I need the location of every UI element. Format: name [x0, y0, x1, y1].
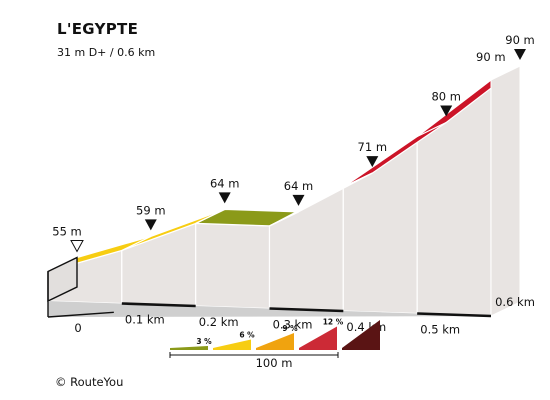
legend-label: 6 %	[239, 331, 255, 340]
legend-label: 9 %	[282, 324, 298, 333]
elevation-label: 90 m	[505, 33, 535, 47]
chart-title: L'EGYPTE	[57, 20, 139, 38]
elevation-marker	[440, 105, 453, 117]
side-panel	[268, 186, 344, 312]
elevation-label: 71 m	[358, 140, 388, 154]
elevation-label: 64 m	[210, 176, 240, 190]
distance-band	[417, 312, 492, 318]
elevation-label: 64 m	[284, 179, 314, 193]
x-axis-ticks: 00.1 km 0.2 km 0.3 km 0.4 km 0.5 km0.6 km	[74, 295, 535, 337]
profile-divider	[269, 211, 299, 227]
elevation-label: 90 m	[476, 50, 506, 64]
x-tick-label: 0	[74, 321, 81, 335]
end-cap	[490, 65, 521, 317]
legend-swatch	[213, 339, 251, 350]
x-tick-label: 0.2 km	[199, 315, 239, 329]
base-outline	[47, 311, 114, 318]
x-tick-label: 0.3 km	[273, 318, 313, 332]
scale-bar-label: 100 m	[256, 356, 293, 370]
elevation-marker	[218, 192, 231, 204]
legend-swatch	[256, 333, 294, 350]
chart-subtitle: 31 m D+ / 0.6 km	[57, 46, 156, 59]
profile-base	[47, 271, 492, 318]
profile-divider	[343, 172, 373, 188]
legend-swatch	[170, 346, 208, 350]
elevation-label: 55 m	[52, 225, 82, 239]
profile-divider	[121, 235, 152, 251]
legend-swatch	[342, 320, 380, 350]
copyright-text: © RouteYou	[55, 375, 124, 389]
grade-legend: 3 % 6 % 9 % 12 % 100 m	[169, 318, 380, 370]
x-tick-label: 0.6 km	[495, 295, 535, 309]
profile-divider	[416, 121, 447, 138]
elevation-label: 59 m	[136, 203, 166, 217]
elevation-marker	[292, 194, 305, 206]
x-tick-label: 0.1 km	[125, 313, 165, 327]
elevation-marker	[144, 219, 157, 231]
distance-band	[121, 302, 196, 308]
elevation-marker	[366, 156, 379, 168]
elevation-marker	[70, 240, 84, 253]
elevation-marker	[514, 49, 526, 60]
elevation-markers: 55 m 59 m 64 m 64 m 71 m 80 m 90 m 90 m	[52, 33, 535, 253]
profile-divider	[195, 208, 225, 224]
distance-band	[269, 307, 344, 313]
legend-swatch	[299, 326, 337, 350]
elevation-label: 80 m	[431, 90, 461, 104]
profile-faces	[47, 65, 521, 317]
side-panel	[195, 222, 271, 310]
x-tick-label: 0.5 km	[420, 323, 460, 337]
legend-label: 12 %	[323, 318, 344, 327]
legend-label: 3 %	[196, 337, 212, 346]
